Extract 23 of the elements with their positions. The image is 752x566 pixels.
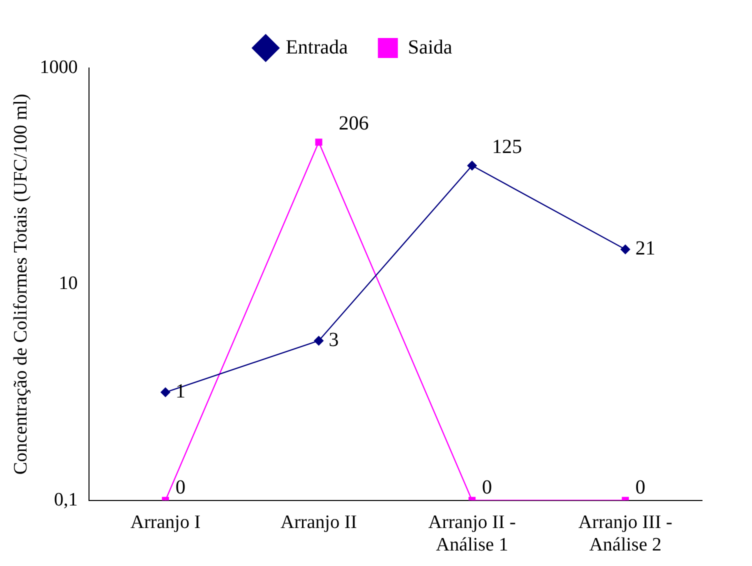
x-tick-label: Arranjo I — [130, 512, 201, 533]
x-tick-label: Arranjo II — [280, 512, 357, 533]
x-tick-label: Arranjo III - Análise 2 — [578, 512, 672, 556]
x-tick-label: Arranjo II - Análise 1 — [428, 512, 516, 556]
data-label: 0 — [482, 476, 492, 499]
data-label: 1 — [175, 380, 186, 403]
point — [160, 387, 170, 398]
y-tick-label: 1000 — [40, 56, 78, 78]
point — [314, 336, 324, 346]
point — [315, 138, 322, 146]
data-label: 0 — [635, 476, 646, 499]
data-label: 0 — [175, 476, 186, 499]
legend-label: Saida — [408, 36, 452, 58]
legend-label: Entrada — [286, 36, 348, 58]
data-label: 125 — [492, 136, 522, 158]
data-label: 206 — [338, 112, 369, 134]
y-tick-label: 0,1 — [54, 489, 78, 510]
point — [620, 244, 630, 254]
point — [467, 160, 478, 171]
y-axis-title: Concentração de Coliformes Totais (UFC/100 ml) — [10, 94, 32, 475]
data-label: 21 — [635, 238, 656, 260]
data-label: 3 — [328, 328, 339, 351]
y-tick-label: 10 — [58, 273, 78, 294]
